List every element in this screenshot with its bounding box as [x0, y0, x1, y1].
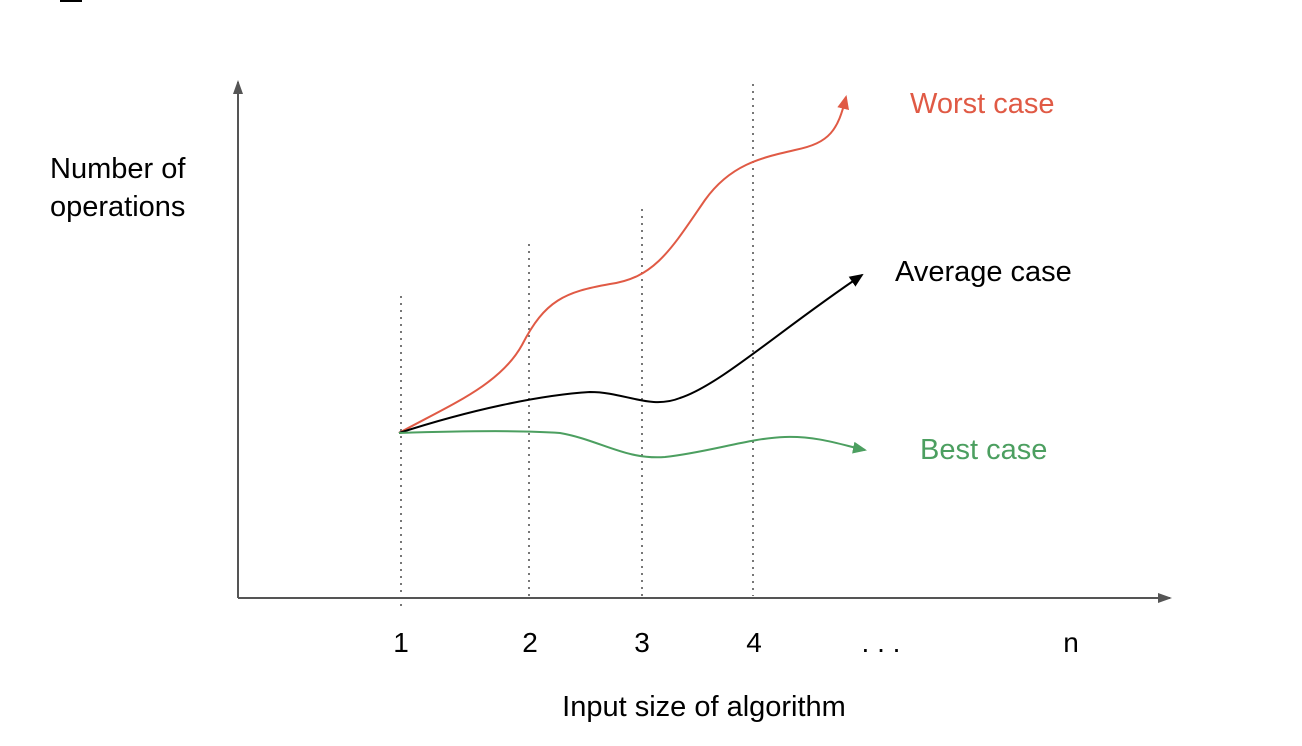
x-tick-label-1: 1	[393, 627, 409, 658]
series-label-worst-case: Worst case	[910, 88, 1055, 120]
y-axis-title-line-2: operations	[50, 191, 185, 223]
x-tick-label-ellipsis: . . .	[862, 627, 901, 658]
series-label-average-case: Average case	[895, 256, 1072, 288]
x-axis-title: Input size of algorithm	[562, 691, 846, 723]
series-line-worst-case	[398, 95, 850, 434]
x-tick-label-n: n	[1063, 627, 1079, 658]
y-axis-title-line-1: Number of	[50, 153, 186, 185]
series-label-best-case: Best case	[920, 434, 1047, 466]
corner-mark	[60, 0, 82, 2]
series-line-best-case	[398, 430, 867, 459]
series-line-average-case	[398, 273, 864, 434]
x-tick-label-3: 3	[634, 627, 650, 658]
x-tick-label-4: 4	[746, 627, 762, 658]
x-tick-label-2: 2	[522, 627, 538, 658]
